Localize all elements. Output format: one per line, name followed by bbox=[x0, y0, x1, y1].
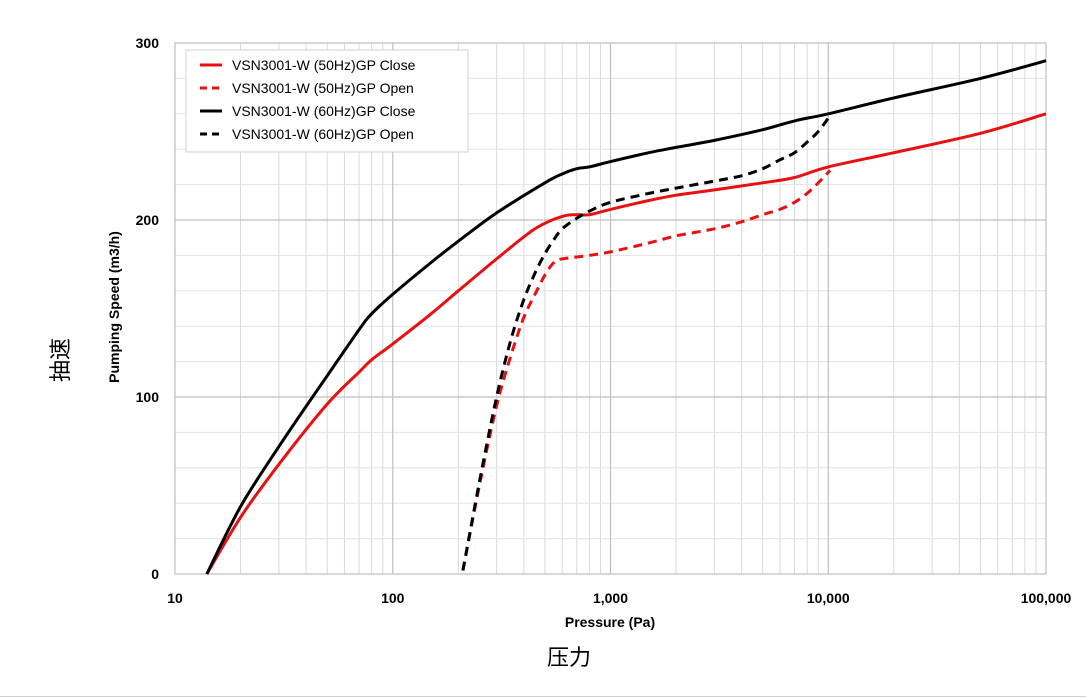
x-tick-label: 1,000 bbox=[593, 590, 628, 606]
x-axis-tick-labels: 10 100 1,000 10,000 100,000 bbox=[167, 590, 1071, 606]
plot-frame bbox=[174, 42, 1047, 575]
legend-label: VSN3001-W (60Hz)GP Open bbox=[232, 126, 414, 142]
y-axis-tick-labels: 0 100 200 300 bbox=[136, 35, 160, 582]
y-tick-label: 100 bbox=[136, 389, 160, 405]
legend-label: VSN3001-W (50Hz)GP Open bbox=[232, 80, 414, 96]
series-line-4 bbox=[461, 114, 832, 571]
y-axis-title: Pumping Speed (m3/h) bbox=[106, 231, 122, 383]
y-tick-label: 0 bbox=[151, 566, 159, 582]
y-axis-title-cn: 抽速 bbox=[49, 338, 74, 382]
legend-box bbox=[185, 49, 469, 153]
series-line-3 bbox=[205, 59, 1047, 575]
legend-label: VSN3001-W (50Hz)GP Close bbox=[232, 57, 416, 73]
y-tick-label: 200 bbox=[136, 212, 160, 228]
legend: VSN3001-W (50Hz)GP Close VSN3001-W (50Hz)… bbox=[185, 49, 469, 153]
legend-label: VSN3001-W (60Hz)GP Close bbox=[232, 103, 416, 119]
x-axis-title-cn: 压力 bbox=[547, 646, 591, 671]
bottom-divider bbox=[0, 696, 1086, 697]
x-tick-label: 10 bbox=[167, 590, 183, 606]
x-tick-label: 10,000 bbox=[807, 590, 850, 606]
x-axis-title: Pressure (Pa) bbox=[565, 614, 655, 630]
series-line-1 bbox=[205, 112, 1047, 575]
x-tick-label: 100,000 bbox=[1021, 590, 1072, 606]
x-tick-label: 100 bbox=[381, 590, 405, 606]
y-tick-label: 300 bbox=[136, 35, 160, 51]
series-lines bbox=[205, 59, 1047, 575]
series-line-2 bbox=[461, 169, 832, 571]
